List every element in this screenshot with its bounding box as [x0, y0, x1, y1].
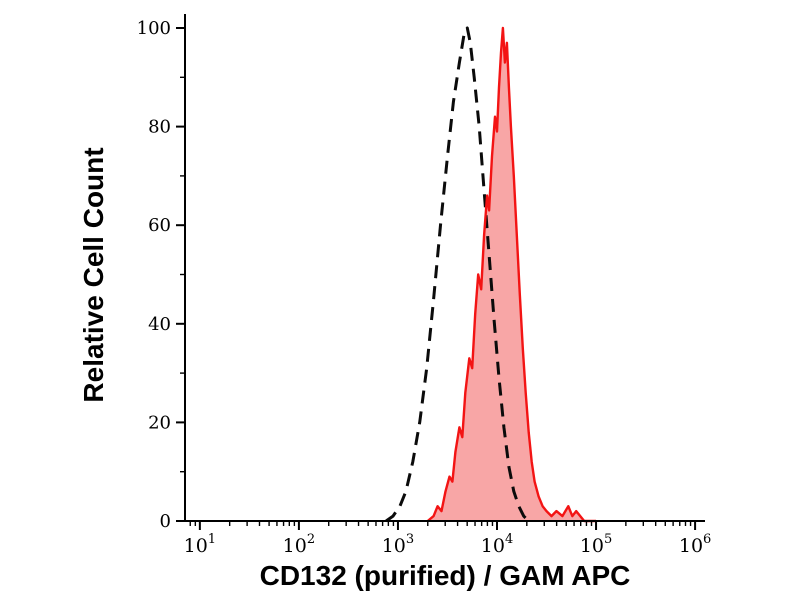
plot-area: 0 20 40 60 80 100 101 102 103 104 105 106	[137, 14, 711, 557]
y-axis-title: Relative Cell Count	[78, 147, 109, 402]
series-strokes	[385, 26, 596, 523]
y-tick-label: 80	[148, 117, 171, 138]
x-axis-ticks: 101 102 103 104 105 106	[184, 521, 711, 557]
red-filled-histogram-line	[426, 26, 596, 523]
y-tick-label: 20	[148, 412, 171, 433]
y-tick-label: 40	[148, 314, 171, 335]
x-tick-label: 104	[481, 532, 513, 557]
x-tick-label: 103	[382, 532, 414, 557]
x-tick-label: 102	[283, 532, 315, 557]
axes	[184, 14, 705, 522]
series-fills	[427, 28, 596, 521]
y-tick-label: 60	[148, 215, 171, 236]
x-tick-label: 106	[679, 532, 711, 557]
x-tick-label: 105	[580, 532, 612, 557]
x-axis-title: CD132 (purified) / GAM APC	[260, 560, 631, 591]
y-tick-label: 0	[160, 511, 171, 532]
y-tick-label: 100	[137, 18, 171, 39]
x-tick-label: 101	[184, 532, 216, 557]
y-axis-ticks: 0 20 40 60 80 100	[137, 18, 185, 532]
dashed-black-histogram-line	[385, 26, 530, 523]
red-filled-histogram-fill	[427, 28, 596, 521]
